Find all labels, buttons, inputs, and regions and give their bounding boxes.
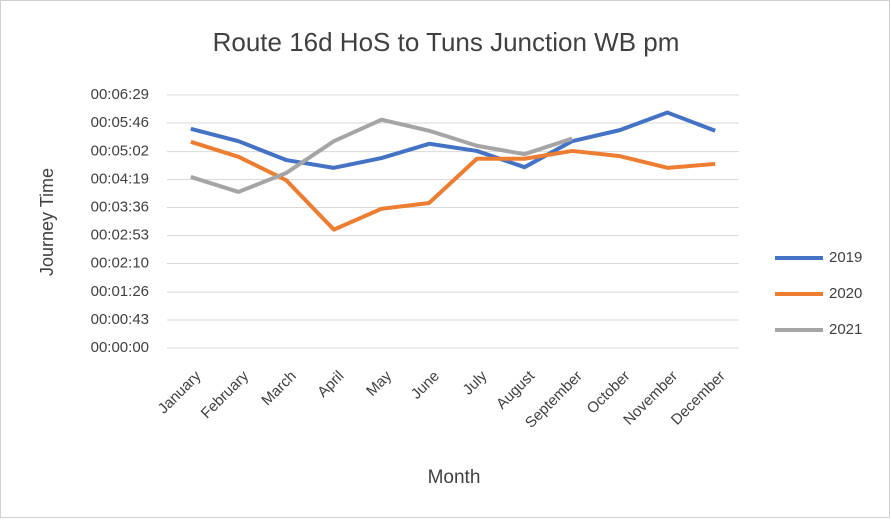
series-line — [190, 117, 573, 194]
y-tick-label: 00:04:19 — [91, 171, 149, 188]
y-axis-label: Journey Time — [37, 168, 57, 276]
y-tick-label: 00:03:36 — [91, 198, 149, 215]
series-line — [190, 110, 716, 170]
y-tick-label: 00:01:26 — [91, 283, 149, 300]
y-tick-label: 00:06:29 — [91, 86, 149, 103]
legend-label: 2019 — [829, 249, 862, 266]
y-tick-label: 00:05:46 — [91, 114, 149, 131]
y-tick-label: 00:00:00 — [91, 339, 149, 356]
chart-title: Route 16d HoS to Tuns Junction WB pm — [213, 27, 680, 57]
legend-label: 2020 — [829, 285, 862, 302]
legend-label: 2021 — [829, 321, 862, 338]
y-tick-label: 00:05:02 — [91, 143, 149, 160]
y-tick-label: 00:02:10 — [91, 254, 149, 271]
x-axis-label: Month — [428, 467, 481, 488]
y-tick-label: 00:02:53 — [91, 226, 149, 243]
y-tick-label: 00:00:43 — [91, 311, 149, 328]
